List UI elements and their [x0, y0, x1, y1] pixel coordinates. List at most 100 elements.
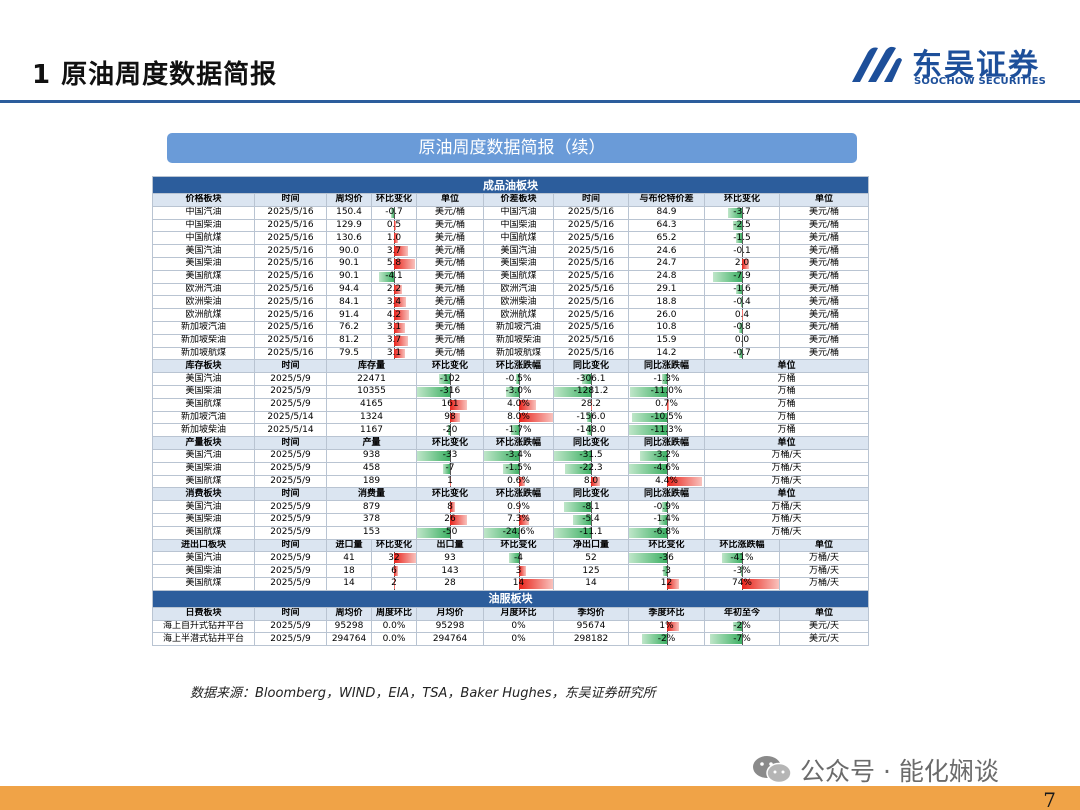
- cell-value: 美国汽油: [185, 373, 222, 384]
- cell-value: -306.1: [576, 373, 606, 384]
- cell-value: 1167: [360, 424, 383, 435]
- cell-value: 12: [660, 578, 673, 589]
- cell-value: 2025/5/9: [270, 620, 311, 631]
- data-bar: [739, 348, 742, 359]
- cell-value: 52: [585, 552, 597, 563]
- table-cell: -0.8: [704, 320, 780, 335]
- cell-value: 2025/5/16: [267, 322, 314, 333]
- table-cell: 万桶/天: [703, 474, 870, 489]
- data-bar-axis: [666, 373, 668, 385]
- column-header: 周均价: [326, 606, 372, 621]
- cell-value: -41%: [730, 552, 754, 563]
- data-bar: [736, 233, 742, 244]
- data-bar: [394, 553, 416, 564]
- data-bar: [732, 621, 742, 632]
- cell-value: 美国航煤: [185, 578, 222, 589]
- data-bar: [564, 463, 591, 474]
- page-title: 1 原油周度数据简报: [32, 60, 278, 90]
- table-cell: 1167: [326, 423, 417, 438]
- cell-value: 新加坡汽油: [495, 322, 541, 333]
- cell-value: 91.4: [338, 309, 360, 320]
- column-header: 环比涨跌幅: [483, 359, 554, 374]
- table-cell: -2%: [704, 619, 780, 634]
- cell-value: -3: [662, 565, 671, 576]
- cell-value: 24.6: [656, 245, 677, 256]
- data-bar: [394, 310, 410, 320]
- data-bar-axis: [666, 424, 668, 436]
- data-bar: [582, 374, 591, 384]
- cell-value: -4.1: [385, 271, 403, 282]
- table-cell: 95674: [553, 619, 629, 634]
- data-bar: [641, 634, 667, 645]
- table-cell: 2.2: [371, 282, 417, 297]
- cell-value: 15.9: [656, 335, 677, 346]
- data-bar: [586, 425, 591, 436]
- table-cell: 中国柴油: [483, 218, 554, 233]
- data-bar: [394, 322, 406, 333]
- table-cell: 29.1: [628, 282, 705, 297]
- table-cell: 美国汽油: [483, 244, 554, 258]
- cell-value: 143: [441, 565, 459, 576]
- data-bar: [573, 514, 591, 525]
- data-bar: [630, 386, 667, 397]
- cell-value: -5.4: [582, 514, 600, 525]
- column-header: 同比涨跌幅: [628, 436, 705, 450]
- table-cell: 2025/5/16: [553, 218, 629, 233]
- table-cell: 2025/5/16: [254, 231, 327, 246]
- table-row: 美国柴油 2025/5/9 18 6 143 3 125 -3 -3% 万桶/天: [152, 564, 870, 578]
- table-row: 欧洲柴油 2025/5/16 84.1 3.4 美元/桶 欧洲柴油 2025/5/16 18.…: [152, 295, 870, 310]
- data-bar: [450, 412, 461, 423]
- column-header: 环比变化: [416, 487, 484, 502]
- table-cell: 美国汽油: [152, 448, 255, 463]
- table-cell: 0.7%: [628, 397, 705, 412]
- cell-value: 4165: [360, 399, 383, 410]
- data-bar-axis: [591, 386, 592, 398]
- table-cell: -24.6%: [483, 525, 554, 540]
- cell-value: 378: [362, 514, 381, 525]
- cell-value: 2025/5/9: [270, 475, 311, 486]
- data-bar: [721, 553, 742, 564]
- data-bar: [736, 284, 742, 295]
- table-cell: 美国航煤: [483, 269, 554, 284]
- cell-value: -8.1: [582, 501, 600, 512]
- cell-value: 美国航煤: [500, 271, 537, 282]
- block-header-row: 进出口板块 时间 进口量 环比变化 出口量 环比变化 净出口量 环比变化 环比涨跌幅 单位: [152, 538, 870, 553]
- table-cell: 美国柴油: [483, 256, 554, 271]
- data-bar-axis: [742, 335, 743, 347]
- data-bar-axis: [518, 386, 520, 398]
- table-row: 美国汽油 2025/5/9 938 -33 -3.4% -31.5 -3.2% 万桶/天: [152, 448, 870, 463]
- data-bar: [503, 463, 519, 474]
- cell-value: 美元/桶: [808, 347, 840, 358]
- cell-value: 10.8: [656, 322, 677, 333]
- data-bar-axis: [742, 296, 743, 308]
- column-header: 单位: [778, 193, 870, 207]
- table-row: 新加坡航煤 2025/5/16 79.5 3.1 美元/桶 新加坡航煤 2025/5/16 1…: [152, 346, 870, 361]
- data-bar-axis: [666, 527, 668, 539]
- data-bar: [505, 386, 519, 397]
- table-cell: 2025/5/16: [254, 333, 327, 348]
- data-bar: [484, 450, 519, 461]
- table-cell: 新加坡柴油: [152, 333, 255, 348]
- cell-value: -3.4%: [505, 450, 532, 461]
- table-cell: 美元/桶: [416, 256, 484, 271]
- data-bar: [391, 207, 394, 218]
- data-bar: [631, 412, 667, 423]
- cell-value: 2025/5/16: [267, 347, 314, 358]
- wechat-icon: [753, 756, 792, 784]
- data-bar: [378, 271, 394, 282]
- data-bar-axis: [742, 220, 743, 231]
- table-cell: 64.3: [628, 218, 705, 233]
- column-header: 环比变化: [704, 193, 780, 207]
- cell-value: 1%: [659, 620, 674, 631]
- column-header: 同比变化: [553, 436, 629, 450]
- cell-value: 美元/桶: [434, 335, 466, 346]
- cell-value: 万桶: [777, 399, 796, 410]
- table-cell: 万桶: [703, 410, 870, 425]
- cell-value: 98: [444, 411, 456, 422]
- column-header: 周均价: [326, 193, 372, 207]
- data-bar: [742, 578, 779, 589]
- data-bar: [661, 502, 667, 512]
- table-cell: 28.2: [553, 397, 629, 412]
- data-bar-axis: [742, 620, 743, 632]
- cell-value: 2025/5/16: [567, 347, 615, 358]
